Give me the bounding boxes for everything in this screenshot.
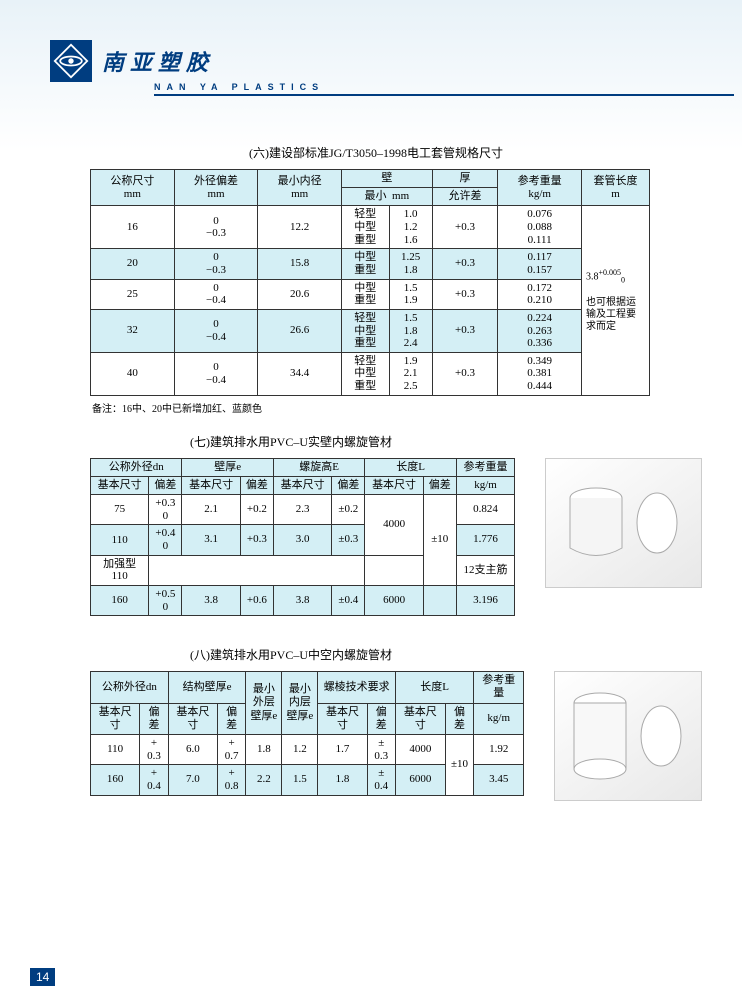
table-6: 公称尺寸mm 外径偏差mm 最小内径mm 壁 厚 参考重量kg/m 套管长度m … — [90, 169, 650, 396]
brand-en: NAN YA PLASTICS — [154, 82, 734, 96]
header: 南亚塑胶 NAN YA PLASTICS — [0, 0, 742, 96]
sec8-title: (八)建筑排水用PVC–U中空内螺旋管材 — [190, 646, 702, 663]
pipe-image-8 — [554, 671, 702, 801]
page-number: 14 — [30, 968, 55, 986]
sec6-title: (六)建设部标准JG/T3050–1998电工套管规格尺寸 — [50, 144, 702, 161]
sec7-title: (七)建筑排水用PVC–U实壁内螺旋管材 — [190, 433, 702, 450]
pipe-image-7 — [545, 458, 702, 588]
sec6-footnote: 备注：16中、20中已新增加红、蓝颜色 — [92, 400, 702, 415]
logo-icon — [50, 40, 92, 82]
brand-cn: 南亚塑胶 — [102, 45, 214, 77]
table-8: 公称外径dn 结构壁厚e 最小外层壁厚e 最小内层壁厚e 螺棱技术要求 长度L … — [90, 671, 524, 795]
table-7: 公称外径dn 壁厚e 螺旋高E 长度L 参考重量 基本尺寸偏差 基本尺寸偏差 基… — [90, 458, 515, 617]
